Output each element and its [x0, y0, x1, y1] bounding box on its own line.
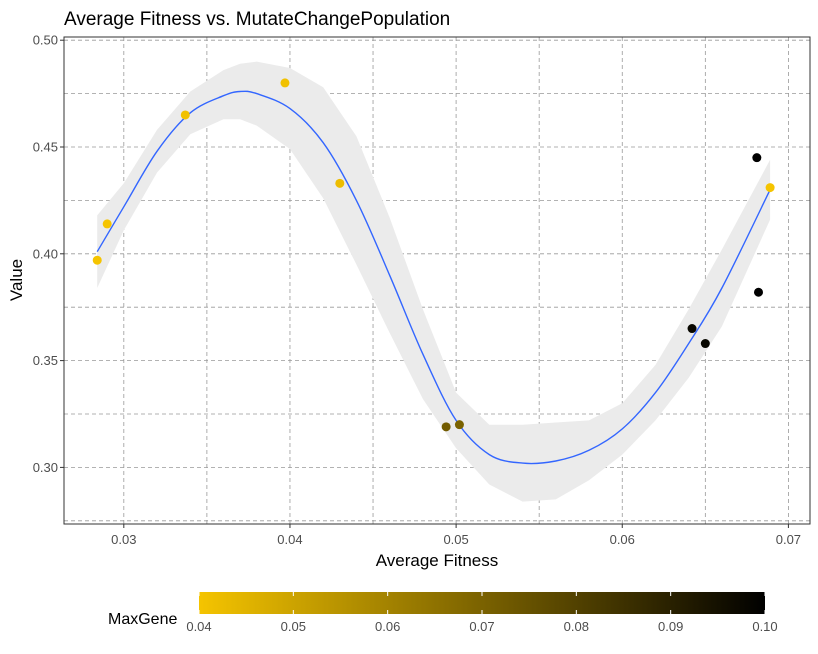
legend-tick-label: 0.09 — [658, 619, 683, 634]
legend-tick-label: 0.10 — [752, 619, 777, 634]
x-tick-label: 0.07 — [776, 532, 801, 547]
chart-title: Average Fitness vs. MutateChangePopulati… — [64, 9, 450, 30]
data-point — [92, 255, 102, 265]
legend-colorbar — [199, 592, 765, 614]
legend-title: MaxGene — [108, 611, 177, 628]
x-axis-title: Average Fitness — [376, 551, 499, 570]
y-tick-label: 0.30 — [33, 460, 58, 475]
legend: MaxGene 0.04 0.05 0.06 0.07 0.08 0.09 0.10 — [108, 592, 778, 634]
y-axis-title: Value — [7, 259, 26, 301]
data-points — [92, 78, 775, 432]
data-point — [280, 78, 290, 88]
legend-tick-label: 0.07 — [469, 619, 494, 634]
data-point — [180, 110, 190, 120]
legend-tick-label: 0.08 — [564, 619, 589, 634]
x-tick-label: 0.03 — [111, 532, 136, 547]
data-point — [752, 153, 762, 163]
data-point — [687, 324, 697, 334]
y-axis-ticks: 0.30 0.35 0.40 0.45 0.50 — [33, 33, 64, 475]
y-tick-label: 0.35 — [33, 353, 58, 368]
data-point — [335, 178, 345, 188]
data-point — [454, 420, 464, 430]
x-tick-label: 0.06 — [610, 532, 635, 547]
confidence-band — [97, 61, 771, 502]
y-tick-label: 0.45 — [33, 140, 58, 155]
legend-tick-label: 0.04 — [186, 619, 211, 634]
y-tick-label: 0.50 — [33, 33, 58, 48]
data-point — [753, 287, 763, 297]
smooth-line — [96, 90, 771, 465]
y-tick-label: 0.40 — [33, 246, 58, 261]
legend-tick-label: 0.06 — [375, 619, 400, 634]
data-point — [441, 422, 451, 432]
data-point — [765, 183, 775, 193]
panel-border — [63, 36, 811, 525]
x-axis-ticks: 0.03 0.04 0.05 0.06 0.07 — [111, 524, 801, 547]
legend-tick-label: 0.05 — [281, 619, 306, 634]
legend-ticks: 0.04 0.05 0.06 0.07 0.08 0.09 0.10 — [186, 592, 778, 634]
data-point — [700, 339, 710, 349]
x-tick-label: 0.04 — [277, 532, 302, 547]
x-tick-label: 0.05 — [443, 532, 468, 547]
data-point — [102, 219, 112, 229]
